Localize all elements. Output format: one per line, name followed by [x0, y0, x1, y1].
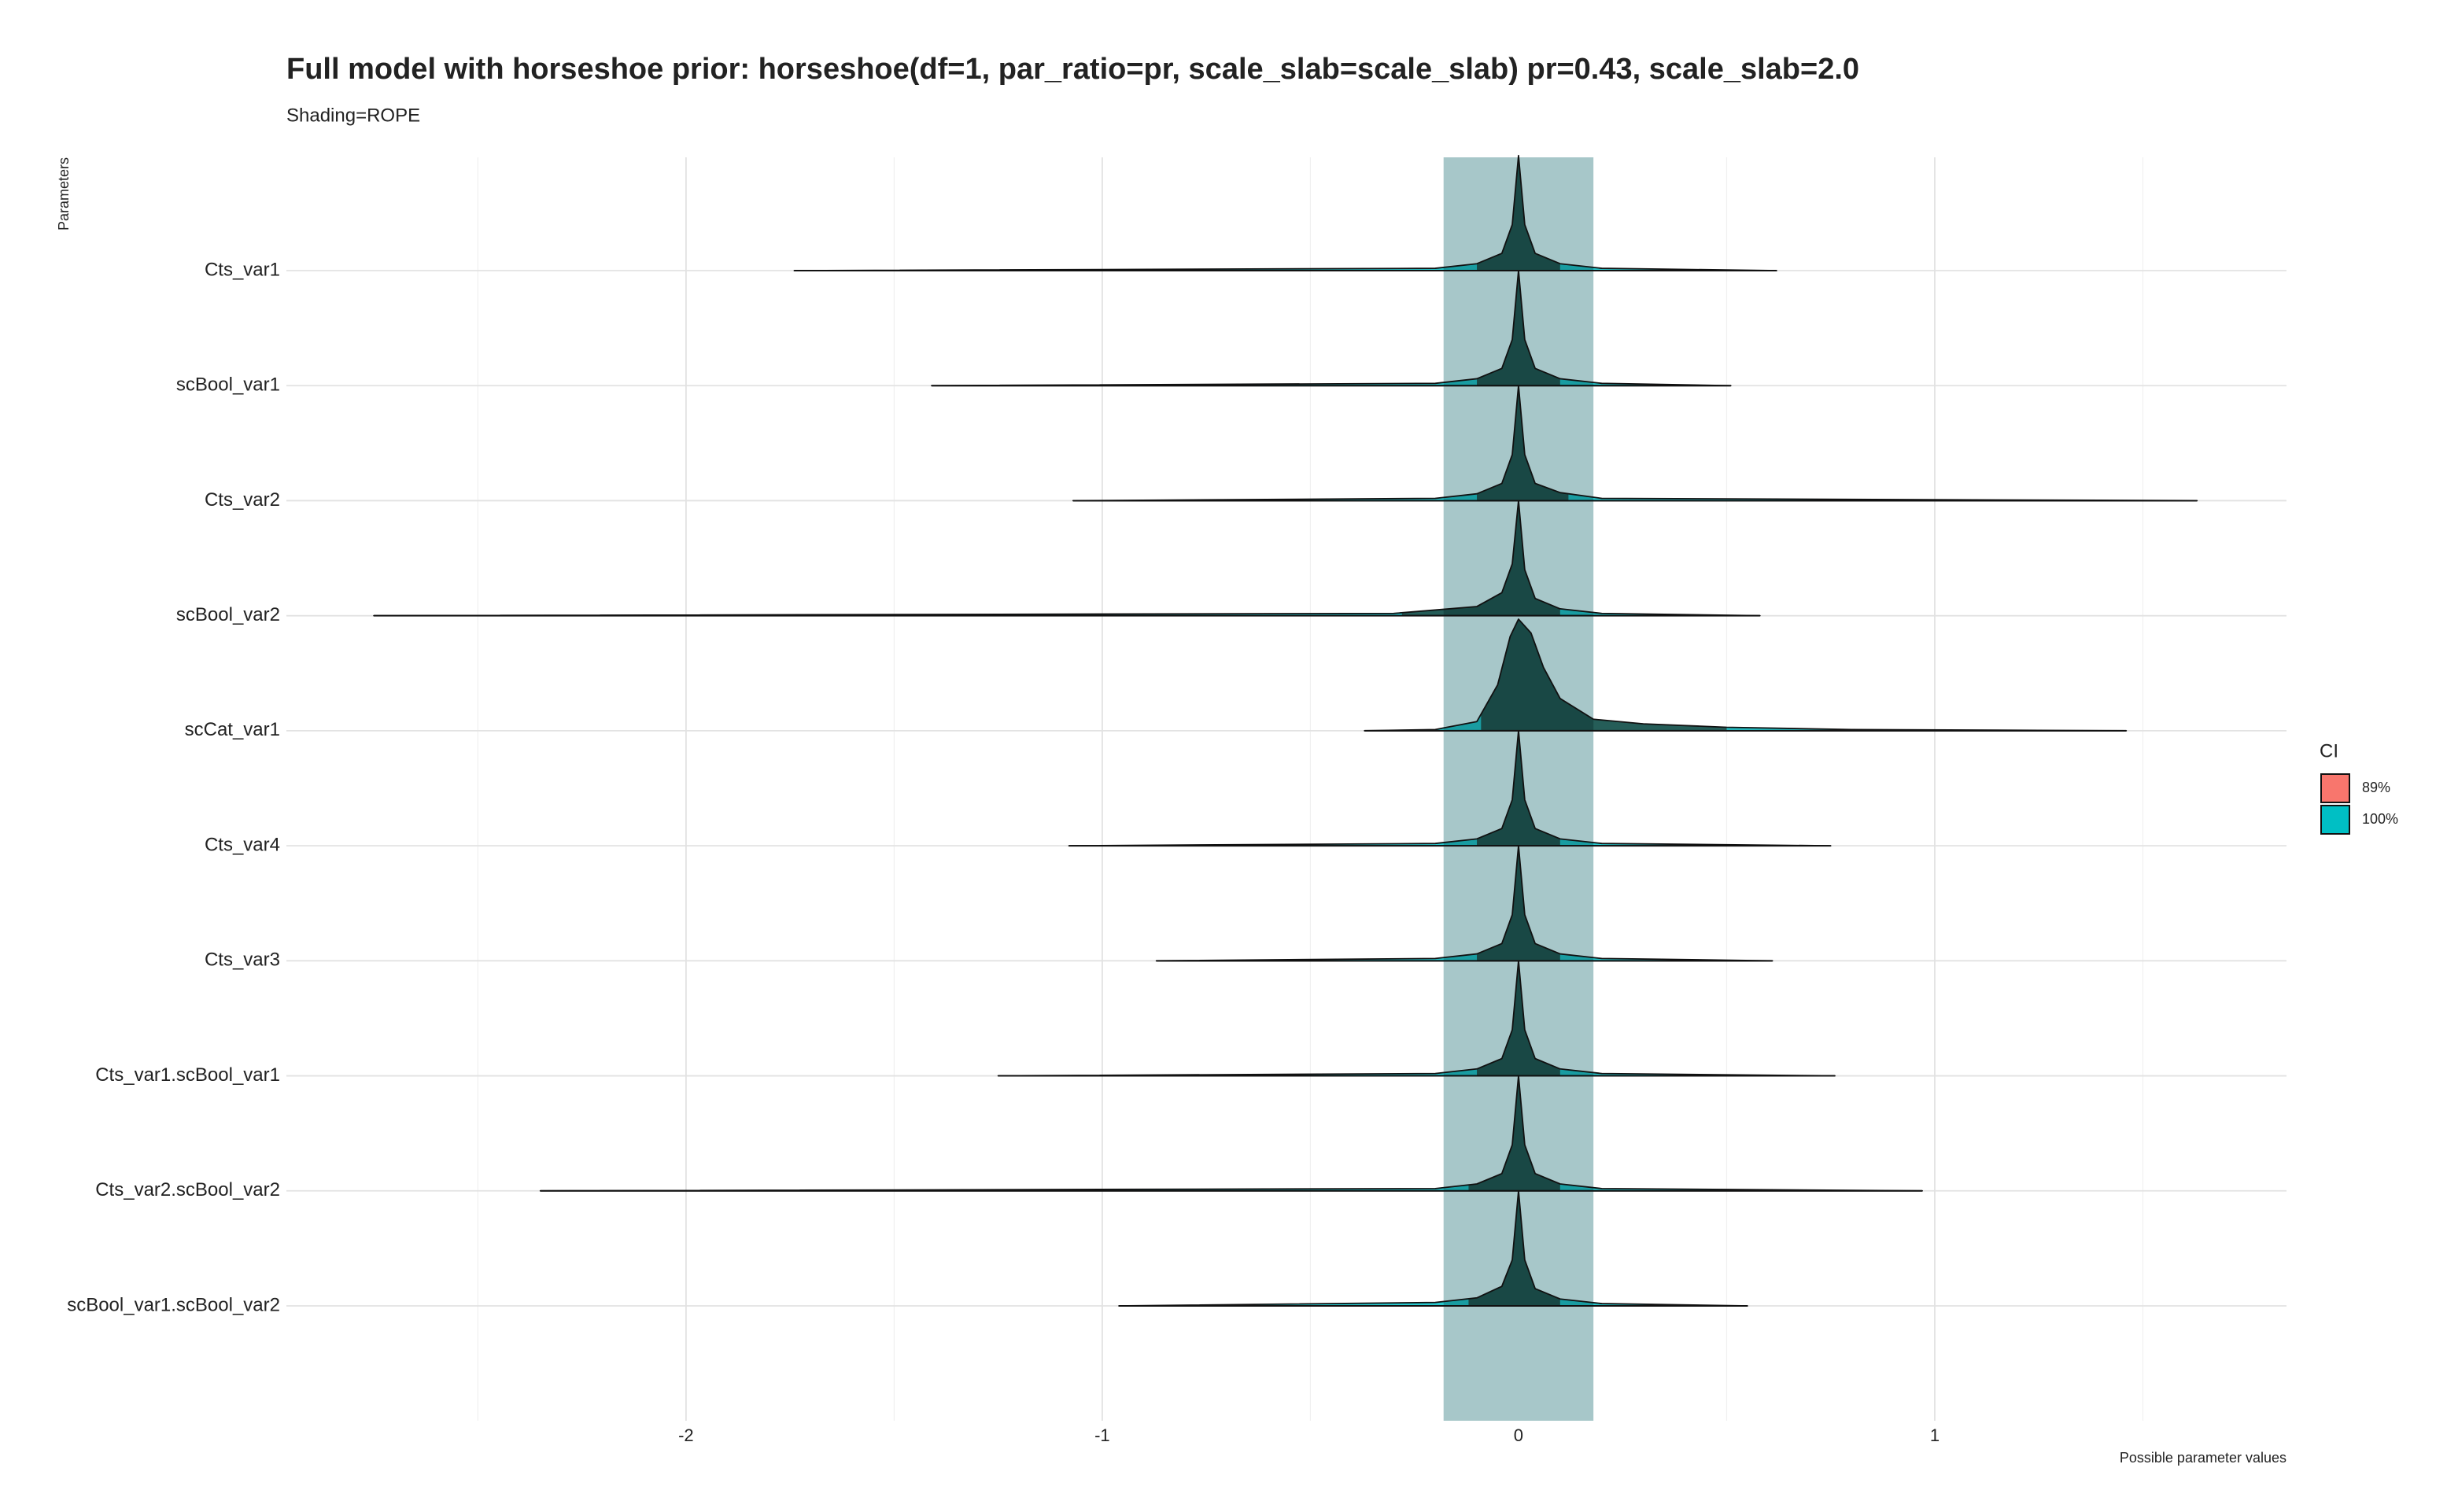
density-89 [1468, 1190, 1560, 1306]
density-89 [1477, 385, 1569, 501]
legend-label: 89% [2362, 780, 2390, 795]
density-100 [1119, 1190, 1748, 1306]
density-outline [1155, 845, 1773, 962]
density-100 [794, 155, 1777, 271]
legend-label: 100% [2362, 811, 2398, 827]
y-tick-label: Cts_var2.scBool_var2 [95, 1179, 280, 1200]
density-89 [1477, 846, 1560, 961]
density-89 [1477, 961, 1560, 1076]
y-tick-label: Cts_var2 [205, 489, 280, 511]
legend-swatch [2320, 805, 2350, 835]
density-outline [1068, 729, 1832, 847]
x-tick-label: 1 [1930, 1425, 1940, 1445]
x-tick-label: 0 [1514, 1425, 1523, 1445]
y-tick-label: Cts_var3 [205, 950, 280, 971]
density-89 [1477, 730, 1560, 846]
density-outline [931, 270, 1732, 387]
density-89 [1477, 155, 1560, 271]
density-100 [998, 961, 1835, 1076]
x-tick-label: -2 [678, 1425, 694, 1445]
legend-swatch [2320, 773, 2350, 803]
y-tick-label: scBool_var1 [176, 374, 280, 396]
x-tick-label: -1 [1094, 1425, 1110, 1445]
y-tick-label: Cts_var4 [205, 834, 280, 855]
density-outline [373, 500, 1761, 617]
density-outline [793, 154, 1777, 271]
density-89 [1477, 271, 1560, 386]
density-89 [1468, 1075, 1560, 1191]
density-outline [1072, 385, 2198, 502]
y-tick-label: scBool_var1.scBool_var2 [67, 1294, 280, 1315]
y-tick-label: scCat_var1 [185, 719, 280, 740]
density-outline [1118, 1189, 1748, 1307]
chart-title: Full model with horseshoe prior: horsesh… [286, 53, 1859, 86]
density-outline [997, 960, 1836, 1077]
y-axis-label: Parameters [56, 157, 72, 230]
density-outline [1364, 618, 2128, 732]
density-100 [1072, 385, 2198, 501]
density-100 [540, 1075, 1923, 1191]
chart-subtitle: Shading=ROPE [286, 105, 420, 126]
y-tick-label: Cts_var1.scBool_var1 [95, 1064, 280, 1086]
x-axis-label: Possible parameter values [2120, 1450, 2286, 1466]
legend-title: CI [2320, 740, 2338, 762]
y-tick-label: Cts_var1 [205, 259, 280, 280]
y-tick-label: scBool_var2 [176, 604, 280, 625]
density-outline [539, 1075, 1923, 1192]
density-89 [1481, 619, 1727, 731]
density-100 [932, 271, 1731, 386]
